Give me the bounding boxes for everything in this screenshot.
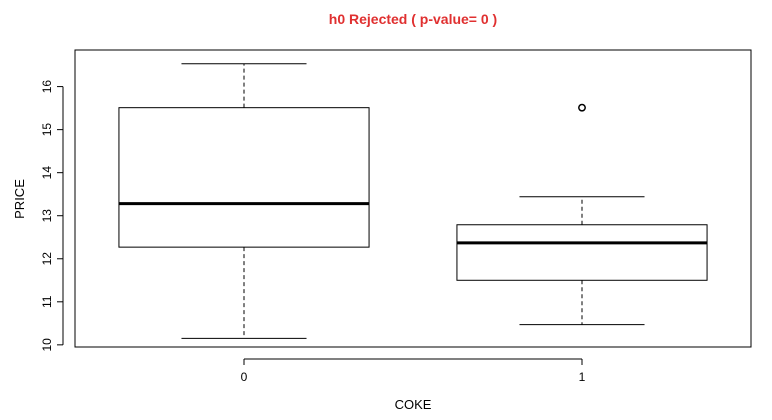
- outlier-point: [578, 103, 586, 112]
- x-axis-label: COKE: [395, 397, 432, 412]
- y-tick-label: 10: [40, 338, 54, 352]
- y-tick-label: 13: [40, 209, 54, 223]
- y-tick-label: 11: [40, 295, 54, 308]
- y-axis: 10 11 12 13 14 15 16: [40, 80, 64, 352]
- y-tick-label: 12: [40, 252, 54, 266]
- y-tick-label: 14: [40, 166, 54, 180]
- plot-frame: [74, 49, 752, 348]
- x-tick-label: 0: [241, 370, 248, 384]
- boxes-group: [118, 63, 708, 339]
- y-axis-label: PRICE: [12, 179, 27, 219]
- box-iqr: [456, 224, 708, 281]
- y-tick-label: 15: [40, 123, 54, 137]
- x-tick-label: 1: [579, 370, 586, 384]
- chart-title: h0 Rejected ( p-value= 0 ): [329, 11, 497, 27]
- y-tick-label: 16: [40, 80, 54, 94]
- box-iqr: [118, 107, 370, 248]
- box-1: [456, 103, 708, 326]
- box-0: [118, 63, 370, 339]
